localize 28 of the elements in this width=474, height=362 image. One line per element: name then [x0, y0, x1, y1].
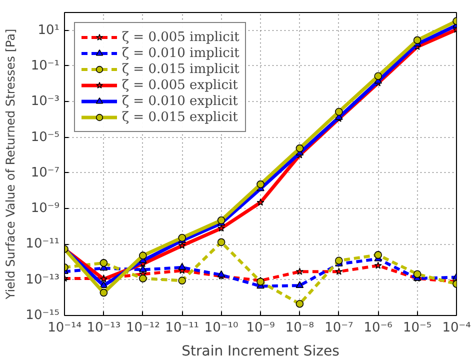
x-tick-label: 10⁻¹³ [86, 320, 121, 336]
y-tick-label: 10⁻⁷ [30, 165, 60, 180]
x-tick-label: 10⁻⁸ [285, 320, 314, 336]
legend-label: ζ = 0.010 explicit [122, 93, 238, 109]
legend-label: ζ = 0.010 implicit [122, 45, 240, 61]
legend-label: ζ = 0.015 implicit [122, 61, 240, 77]
y-tick-label: 10⁻⁵ [30, 130, 60, 145]
x-tick-label: 10⁻⁷ [324, 320, 354, 336]
y-tick-label: 10⁻¹¹ [26, 236, 60, 252]
y-tick-label: 10¹ [38, 22, 60, 38]
x-tick-label: 10⁻⁶ [364, 320, 392, 336]
y-tick-label: 10⁻³ [30, 94, 60, 110]
x-tick-label: 10⁻⁹ [246, 320, 275, 336]
x-tick-label: 10⁻⁴ [442, 320, 471, 336]
legend-label: ζ = 0.015 explicit [122, 109, 238, 125]
y-tick-label: 10⁻¹³ [26, 272, 60, 288]
y-axis-title: Yield Surface Value of Returned Stresses [Pa] [4, 28, 18, 300]
x-tick-label: 10⁻¹¹ [165, 320, 200, 336]
y-tick-label: 10⁻¹ [30, 58, 60, 74]
x-tick-label: 10⁻¹⁰ [204, 320, 238, 336]
x-tick-label: 10⁻¹⁴ [48, 320, 82, 336]
x-tick-label: 10⁻¹² [126, 320, 160, 336]
x-tick-label: 10⁻⁵ [402, 320, 432, 336]
x-axis-title: Strain Increment Sizes [182, 344, 340, 360]
y-tick-label: 10⁻⁹ [30, 201, 60, 216]
y-tick-label: 10⁻¹⁵ [26, 308, 60, 323]
legend-label: ζ = 0.005 explicit [122, 77, 238, 93]
legend-label: ζ = 0.005 implicit [122, 29, 240, 45]
